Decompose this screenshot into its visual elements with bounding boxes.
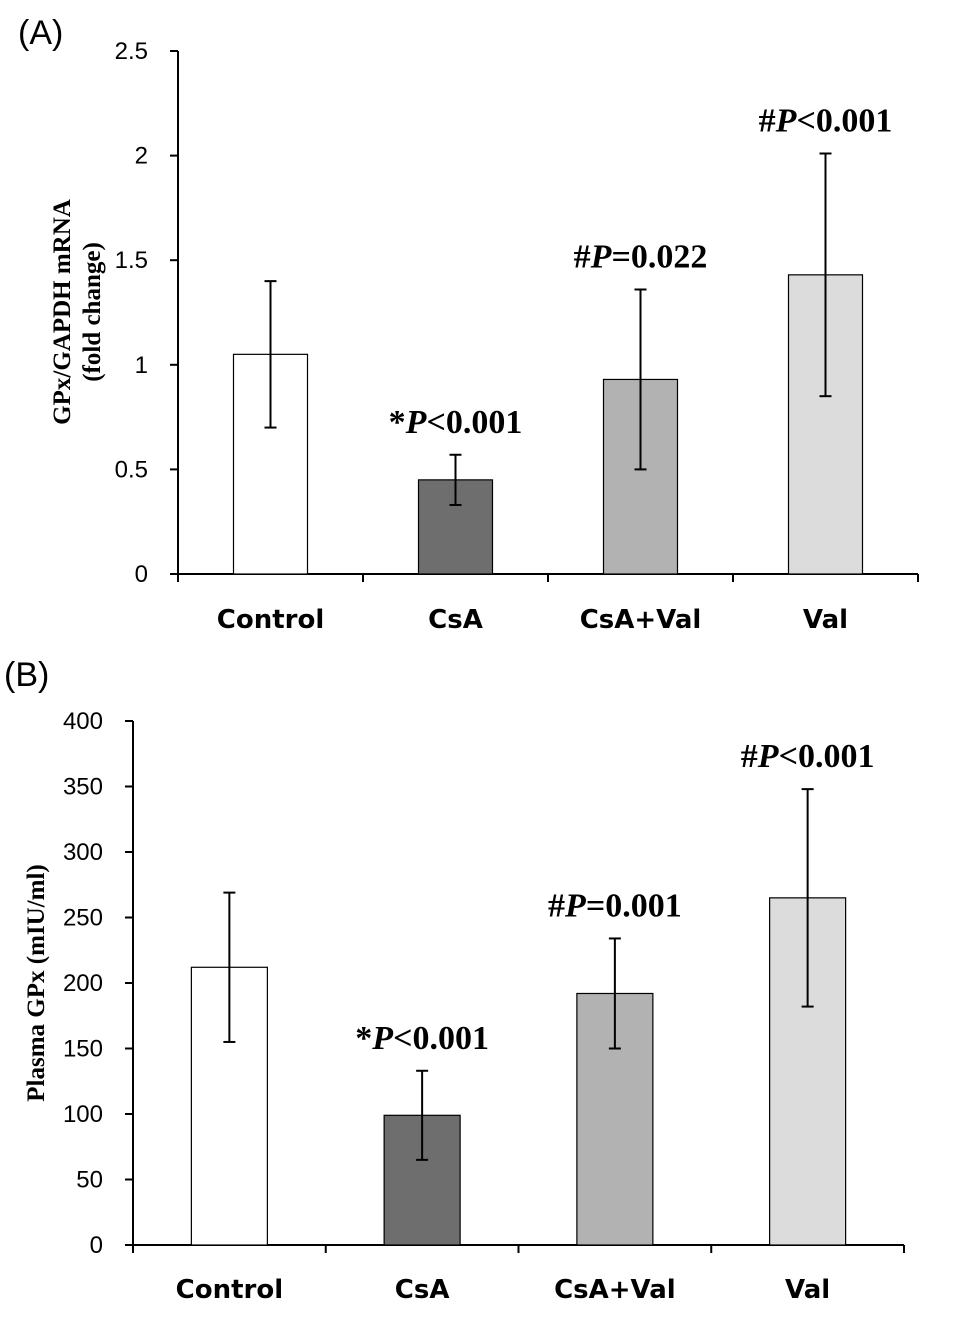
y-tick-label: 300: [63, 839, 103, 866]
panel-label: (B): [4, 656, 49, 694]
y-tick-label: 400: [63, 708, 103, 735]
significance-annotation: #P<0.001: [759, 103, 893, 140]
y-tick-label: 350: [63, 774, 103, 801]
category-label: CsA: [428, 605, 483, 635]
y-tick-label: 100: [63, 1101, 103, 1128]
y-tick-label: 150: [63, 1036, 103, 1063]
significance-annotation: *P<0.001: [389, 404, 523, 441]
y-tick-label: 50: [76, 1167, 103, 1194]
category-label: CsA: [395, 1275, 450, 1305]
y-tick-label: 0: [135, 561, 148, 588]
y-tick-label: 0: [90, 1232, 103, 1259]
panel-b: (B) 0 50 100 150 200 250 300 350 400 Control CsA CsA…: [4, 656, 905, 1305]
panel-a: (A) 0 0.5 1 1.5 2 2.5 Control CsA CsA+Val Val *P<0.…: [18, 14, 919, 635]
y-tick-label: 200: [63, 970, 103, 997]
panel-label: (A): [18, 14, 63, 52]
category-label: Control: [176, 1275, 283, 1305]
category-label: CsA+Val: [554, 1275, 676, 1305]
category-label: Val: [785, 1275, 830, 1305]
y-axis-label: GPx/GAPDH mRNA: [49, 199, 76, 425]
category-label: CsA+Val: [580, 605, 702, 635]
y-axis-label: Plasma GPx (mIU/ml): [23, 864, 50, 1101]
y-tick-label: 1.5: [115, 247, 148, 274]
significance-annotation: *P<0.001: [355, 1020, 489, 1057]
y-tick-label: 0.5: [115, 456, 148, 483]
y-tick-label: 250: [63, 905, 103, 932]
y-tick-label: 1: [135, 352, 148, 379]
y-tick-label: 2.5: [115, 38, 148, 65]
significance-annotation: #P=0.022: [574, 238, 708, 275]
significance-annotation: #P=0.001: [548, 887, 682, 924]
y-axis-label: (fold change): [79, 242, 106, 382]
category-label: Val: [803, 605, 848, 635]
significance-annotation: #P<0.001: [741, 738, 875, 775]
y-tick-label: 2: [135, 143, 148, 170]
category-label: Control: [217, 605, 324, 635]
